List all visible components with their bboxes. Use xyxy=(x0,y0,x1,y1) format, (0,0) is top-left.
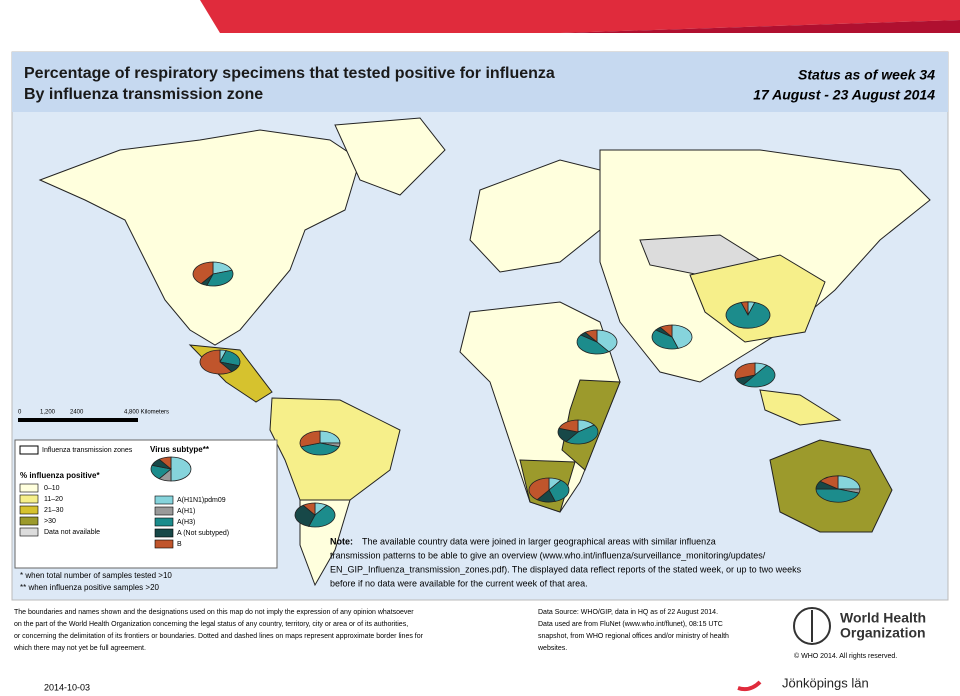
scale-bar: 0 1,200 2400 4,800 Kilometers xyxy=(18,410,169,422)
footnote: * when total number of samples tested >1… xyxy=(20,571,172,580)
positivity-label: 11–20 xyxy=(44,496,63,503)
subtype-swatch xyxy=(154,517,174,527)
header-band xyxy=(12,52,948,112)
north-america xyxy=(38,129,361,346)
map-subtitle: By influenza transmission zone xyxy=(24,86,263,103)
pie-slice xyxy=(565,424,599,445)
pie-slice xyxy=(815,488,860,503)
scale-label: 2400 xyxy=(70,410,84,416)
positivity-swatch xyxy=(19,494,39,504)
footer-logo xyxy=(737,680,762,692)
pie-slice xyxy=(199,349,233,375)
source: Data Source: WHO/GIP, data in HQ as of 2… xyxy=(538,609,718,616)
pie-slice xyxy=(584,329,598,343)
pie-slice xyxy=(299,430,321,448)
scale-label: 0 xyxy=(18,410,22,416)
disclaimer: on the part of the World Health Organiza… xyxy=(14,621,408,628)
disclaimer: which there may not yet be full agreemen… xyxy=(13,645,146,652)
subtype-label: A(H1) xyxy=(177,508,195,515)
pie-slice xyxy=(819,475,839,490)
note-line: before if no data were available for the… xyxy=(330,578,588,588)
note-line: EN_GIP_Influenza_transmission_zones.pdf)… xyxy=(330,564,802,574)
footer-date: 2014-10-03 xyxy=(44,682,90,692)
pie-slice xyxy=(671,324,693,349)
pie-slice xyxy=(548,479,570,502)
source: snapshot, from WHO regional offices and/… xyxy=(538,633,729,640)
note-label: Note: xyxy=(330,536,353,546)
who-name: Organization xyxy=(840,625,926,641)
pie-slice xyxy=(740,301,749,316)
positivity-label: >30 xyxy=(44,518,56,525)
pie-slice xyxy=(576,334,610,355)
map-title: Percentage of respiratory specimens that… xyxy=(24,65,555,82)
disclaimer: or concerning the delimitation of its fr… xyxy=(14,633,424,640)
china xyxy=(689,254,826,343)
subtype-label: A(H3) xyxy=(177,519,195,526)
pie-slice xyxy=(308,504,336,528)
pie-slice xyxy=(734,362,756,380)
pie-slice xyxy=(725,301,771,329)
subtype-swatch xyxy=(154,506,174,516)
zone-swatch xyxy=(19,445,39,455)
positivity-swatch xyxy=(19,505,39,515)
positivity-swatch xyxy=(19,516,39,526)
disclaimer: The boundaries and names shown and the d… xyxy=(14,609,414,616)
legend-subtype-title: Virus subtype** xyxy=(150,445,210,454)
pie-slice xyxy=(302,502,316,516)
positivity-label: Data not available xyxy=(44,529,100,536)
pie-slice xyxy=(294,504,316,527)
subtype-label: B xyxy=(177,541,182,548)
pie-slice xyxy=(659,324,673,338)
who-logo xyxy=(793,607,831,645)
scale-label: 4,800 Kilometers xyxy=(124,410,169,416)
positivity-label: 21–30 xyxy=(44,507,64,514)
pie-slice xyxy=(158,456,172,470)
positivity-label: 0–10 xyxy=(44,485,60,492)
pie-slice xyxy=(192,261,214,285)
subtype-swatch xyxy=(154,528,174,538)
legend-zones: Influenza transmission zones xyxy=(42,447,133,454)
subtype-label: A(H1N1)pdm09 xyxy=(177,497,226,504)
legend-box xyxy=(14,439,278,569)
pie-slice xyxy=(528,477,550,501)
scale-label: 1,200 xyxy=(40,410,56,416)
who-name: World Health xyxy=(840,610,926,626)
positivity-swatch xyxy=(19,483,39,493)
legend-positivity-title: % influenza positive* xyxy=(20,471,100,480)
pie-slice xyxy=(651,329,679,350)
pie-slice xyxy=(300,442,340,456)
positivity-swatch xyxy=(19,527,39,537)
se-asia-islands xyxy=(759,389,842,426)
scale-line xyxy=(18,418,138,422)
pie-slice xyxy=(558,419,579,433)
subtype-swatch xyxy=(154,495,174,505)
pie-slice xyxy=(596,329,618,353)
pie-slice xyxy=(170,456,192,482)
pie-slice xyxy=(742,364,776,388)
footnote: ** when influenza positive samples >20 xyxy=(20,583,160,592)
source: websites. xyxy=(537,645,567,652)
source: Data used are from FluNet (www.who.int/f… xyxy=(538,621,723,628)
status: Status as of week 34 xyxy=(798,67,935,83)
subtype-swatch xyxy=(154,539,174,549)
who-copyright: © WHO 2014. All rights reserved. xyxy=(794,652,897,660)
banner-red xyxy=(200,0,960,33)
subtype-label: A (Not subtyped) xyxy=(177,530,229,537)
greenland xyxy=(334,117,446,196)
footer-region: Jönköpings län xyxy=(782,675,869,690)
europe xyxy=(469,159,601,273)
note-line: The available country data were joined i… xyxy=(362,536,716,546)
banner-dark xyxy=(560,20,960,33)
period: 17 August - 23 August 2014 xyxy=(753,87,935,103)
note-line: transmission patterns to be able to give… xyxy=(330,550,766,560)
